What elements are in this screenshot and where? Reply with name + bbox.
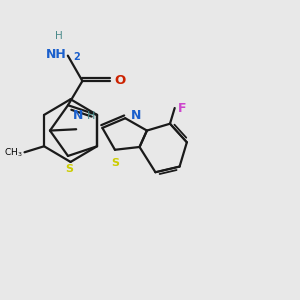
- Text: N: N: [72, 109, 83, 122]
- Text: F: F: [178, 101, 187, 115]
- Text: O: O: [115, 74, 126, 87]
- Text: H: H: [87, 111, 96, 121]
- Text: S: S: [65, 164, 73, 174]
- Text: N: N: [130, 109, 141, 122]
- Text: NH: NH: [46, 48, 66, 61]
- Text: S: S: [111, 158, 119, 168]
- Text: 2: 2: [73, 52, 80, 62]
- Text: CH$_3$: CH$_3$: [4, 146, 22, 158]
- Text: H: H: [55, 31, 63, 41]
